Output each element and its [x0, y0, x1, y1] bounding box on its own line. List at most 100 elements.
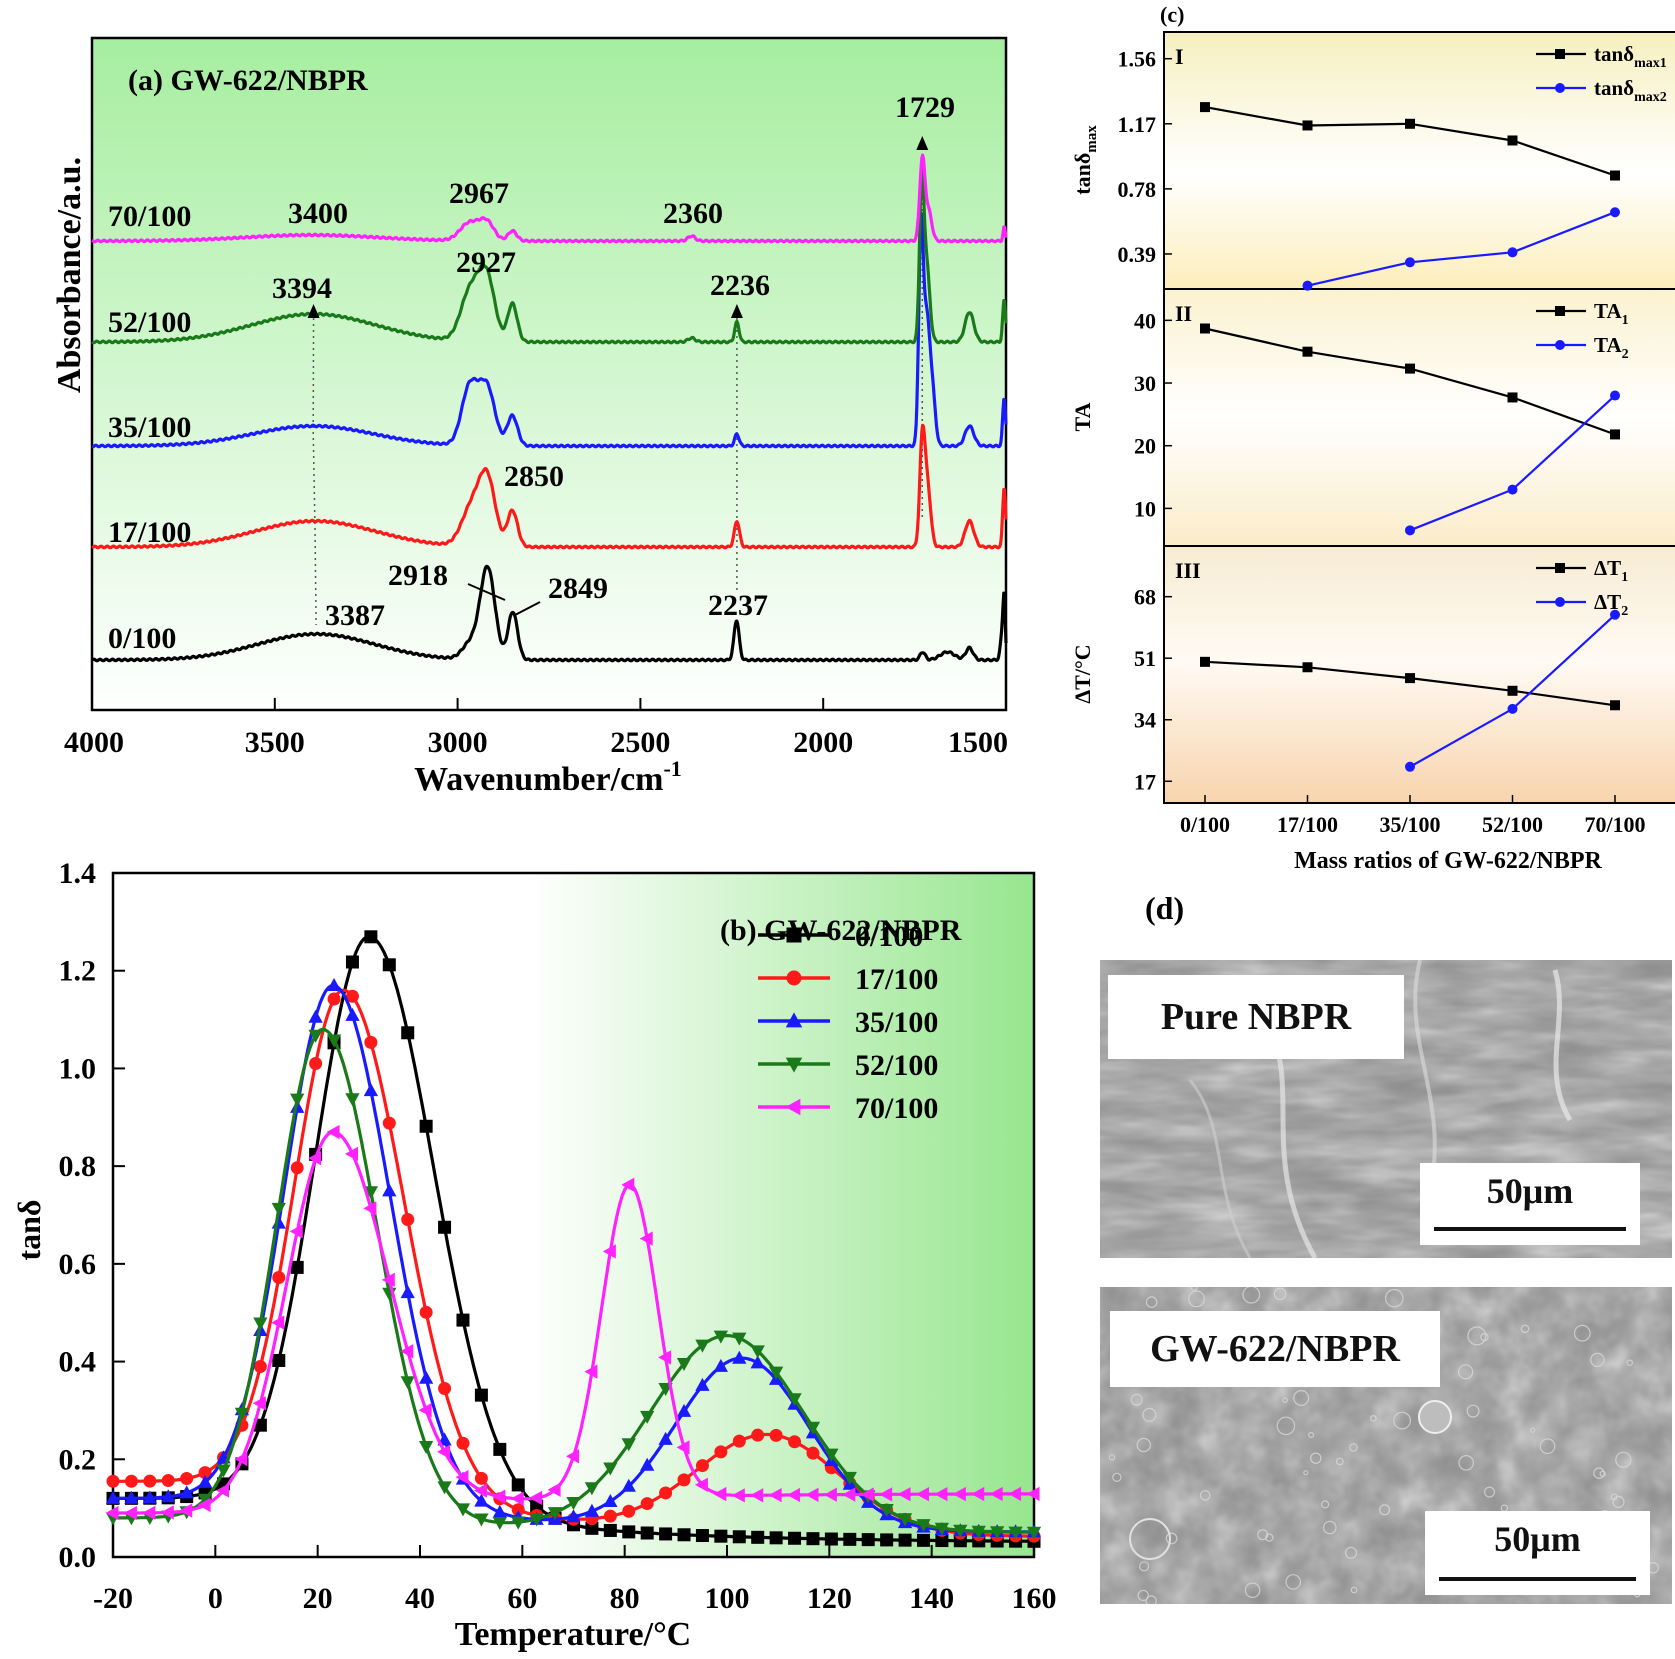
data-point-c [1405, 363, 1415, 374]
data-point-52-100 [603, 1462, 618, 1476]
panel-label-II: II [1175, 301, 1192, 326]
sem-particle [1467, 1326, 1487, 1346]
sem-particle [1137, 1589, 1149, 1602]
data-point-70-100 [1008, 1486, 1022, 1502]
data-point-35-100 [676, 1403, 692, 1417]
y-tick-label-c: 68 [1134, 585, 1156, 610]
data-point-52-100 [640, 1410, 655, 1424]
data-point-52-100 [676, 1358, 692, 1372]
y-tick-label-b: 0.6 [59, 1248, 97, 1281]
data-point-70-100 [731, 1488, 745, 1503]
arrow-head [730, 304, 743, 318]
data-point-70-100 [676, 1440, 690, 1455]
data-point-c [1610, 429, 1620, 440]
sem-particle [1323, 1520, 1337, 1535]
data-point-70-100 [363, 1201, 377, 1216]
data-point-c [1507, 685, 1518, 696]
data-point-c [1405, 257, 1415, 268]
data-point-17-100 [106, 1474, 120, 1488]
data-point-0-100 [714, 1529, 728, 1543]
tan-delta-chart: -20 0 20 40 60 80 100 120 140 160 0.0 0.2 0.4 0.6 0.8 1… [11, 857, 1057, 1653]
y-axis-label-b: tanδ [11, 1199, 47, 1260]
sem-particle [1612, 1495, 1625, 1508]
data-point-c [1302, 346, 1313, 357]
data-point-35-100 [382, 1183, 397, 1197]
x-tick-label-c: 0/100 [1180, 812, 1230, 837]
data-point-35-100 [603, 1493, 618, 1507]
plot-area-a [90, 36, 1008, 712]
data-point-70-100 [160, 1505, 174, 1520]
data-point-17-100 [603, 1509, 617, 1523]
data-point-c [1610, 609, 1620, 620]
data-point-0-100 [640, 1526, 654, 1540]
data-point-70-100 [602, 1244, 616, 1259]
y-axis-label-I: tanδmax [1070, 125, 1100, 195]
arrow-head [916, 136, 929, 150]
x-tick-label-a: 3000 [428, 726, 488, 759]
sem-particle [1112, 1472, 1122, 1482]
sem-particle [1349, 1443, 1358, 1452]
data-point-c [1200, 323, 1210, 334]
data-point-70-100 [252, 1396, 266, 1411]
data-point-35-100 [474, 1493, 489, 1507]
data-point-52-100 [916, 1519, 931, 1533]
x-axis-label-c: Mass ratios of GW-622/NBPR [1294, 848, 1602, 874]
data-point-17-100 [143, 1474, 157, 1488]
sem-particle [1129, 1518, 1171, 1560]
data-point-35-100 [363, 1083, 379, 1097]
data-point-70-100 [952, 1486, 966, 1502]
sem-particle [1308, 1432, 1315, 1439]
data-point-70-100 [860, 1487, 874, 1502]
data-point-c [1200, 656, 1210, 667]
data-point-70-100 [473, 1483, 487, 1498]
data-point-17-100 [198, 1466, 212, 1480]
y-tick-label-c: 0.78 [1118, 177, 1157, 202]
x-tick-label-b: -20 [93, 1582, 133, 1615]
data-point-17-100 [751, 1428, 765, 1442]
data-point-17-100 [732, 1434, 746, 1448]
data-point-17-100 [419, 1305, 433, 1319]
data-point-52-100 [787, 1393, 802, 1407]
legend-label-c: tanδmax1 [1594, 42, 1667, 71]
data-point-c [1200, 102, 1210, 113]
y-tick-label-b: 0.0 [59, 1541, 97, 1574]
y-tick-label-b: 1.2 [59, 955, 97, 988]
data-point-c [1302, 280, 1313, 291]
data-point-17-100 [622, 1504, 636, 1518]
x-tick-label-b: 20 [303, 1582, 333, 1615]
data-point-52-100 [824, 1448, 839, 1462]
sem-particle [1310, 1452, 1322, 1464]
data-point-c [1507, 247, 1518, 258]
series-label-a: 0/100 [108, 622, 176, 655]
peak-annotation-2927: 2927 [456, 246, 516, 279]
x-tick-label-b: 0 [208, 1582, 223, 1615]
panel-c2-area [1164, 289, 1675, 546]
data-point-0-100 [419, 1119, 433, 1133]
data-point-c [1610, 170, 1620, 181]
data-point-35-100 [658, 1431, 673, 1445]
data-point-52-100 [197, 1493, 213, 1507]
legend-marker [785, 1012, 803, 1028]
sem-particle [1276, 1416, 1296, 1436]
data-point-70-100 [455, 1469, 469, 1485]
data-point-c [1405, 673, 1415, 684]
x-axis-label-a: Wavenumber/cm-1 [414, 756, 682, 798]
peak-annotation-1729: 1729 [895, 91, 955, 124]
x-tick-label-b: 60 [507, 1582, 537, 1615]
data-point-17-100 [364, 1035, 378, 1049]
data-point-70-100 [400, 1344, 414, 1359]
legend-label-c: ΔT2 [1594, 590, 1628, 619]
data-point-c [1610, 390, 1620, 401]
sem-particle [1344, 1546, 1358, 1559]
panel-label-III: III [1175, 558, 1201, 583]
scale-bar-pure: 50μm [1420, 1163, 1640, 1245]
data-point-70-100 [344, 1146, 358, 1162]
data-point-35-100 [142, 1490, 157, 1504]
data-point-52-100 [290, 1093, 305, 1107]
data-point-0-100 [290, 1260, 304, 1274]
data-point-70-100 [271, 1315, 285, 1330]
data-point-17-100 [474, 1471, 488, 1485]
data-point-70-100 [142, 1505, 156, 1521]
sem-particle [1590, 1352, 1605, 1368]
data-point-0-100 [788, 1531, 802, 1545]
